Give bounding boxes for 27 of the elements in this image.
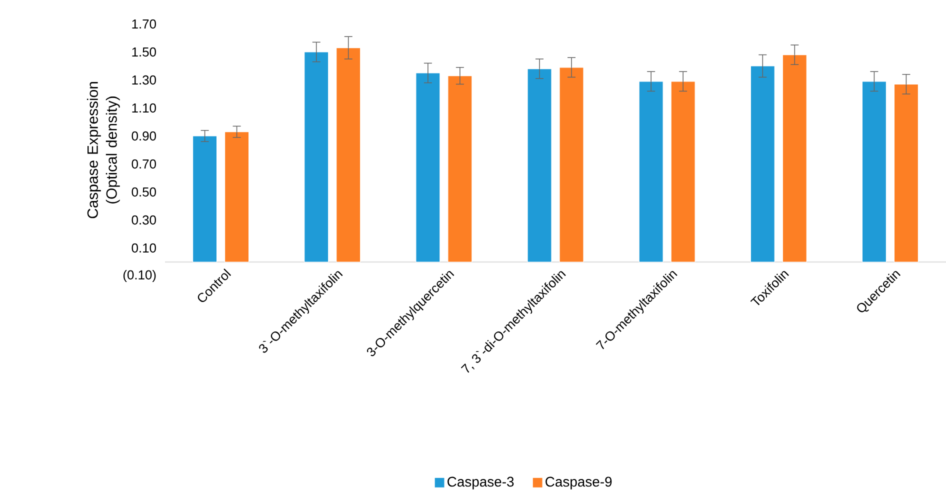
bar bbox=[670, 81, 696, 262]
y-tick-label: 1.30 bbox=[132, 75, 156, 85]
bar bbox=[782, 54, 807, 262]
bar bbox=[750, 66, 775, 262]
bar bbox=[336, 47, 361, 262]
y-tick-label: 0.70 bbox=[132, 159, 156, 169]
bar bbox=[416, 72, 440, 262]
bar bbox=[224, 131, 250, 262]
y-axis-title: Caspase Expression (Optical density) bbox=[86, 82, 120, 218]
bar bbox=[304, 52, 329, 262]
y-tick-label: 0.30 bbox=[132, 215, 156, 225]
bar bbox=[862, 81, 887, 262]
bar bbox=[527, 68, 552, 262]
y-tick-label: (0.10) bbox=[123, 270, 156, 282]
y-tick-label: 1.10 bbox=[132, 103, 156, 113]
bar bbox=[894, 84, 919, 262]
bar bbox=[448, 75, 472, 262]
bar bbox=[638, 81, 664, 262]
y-tick-label: 0.90 bbox=[132, 131, 156, 141]
bar bbox=[192, 136, 218, 262]
legend-label: Caspase-3 bbox=[448, 476, 514, 490]
y-tick-label: 0.50 bbox=[132, 187, 156, 197]
y-tick-label: 0.10 bbox=[132, 243, 156, 253]
y-tick-label: 1.70 bbox=[132, 19, 156, 29]
bar bbox=[559, 67, 584, 262]
y-tick-label: 1.50 bbox=[132, 47, 156, 57]
legend-label: Caspase-9 bbox=[546, 476, 612, 490]
